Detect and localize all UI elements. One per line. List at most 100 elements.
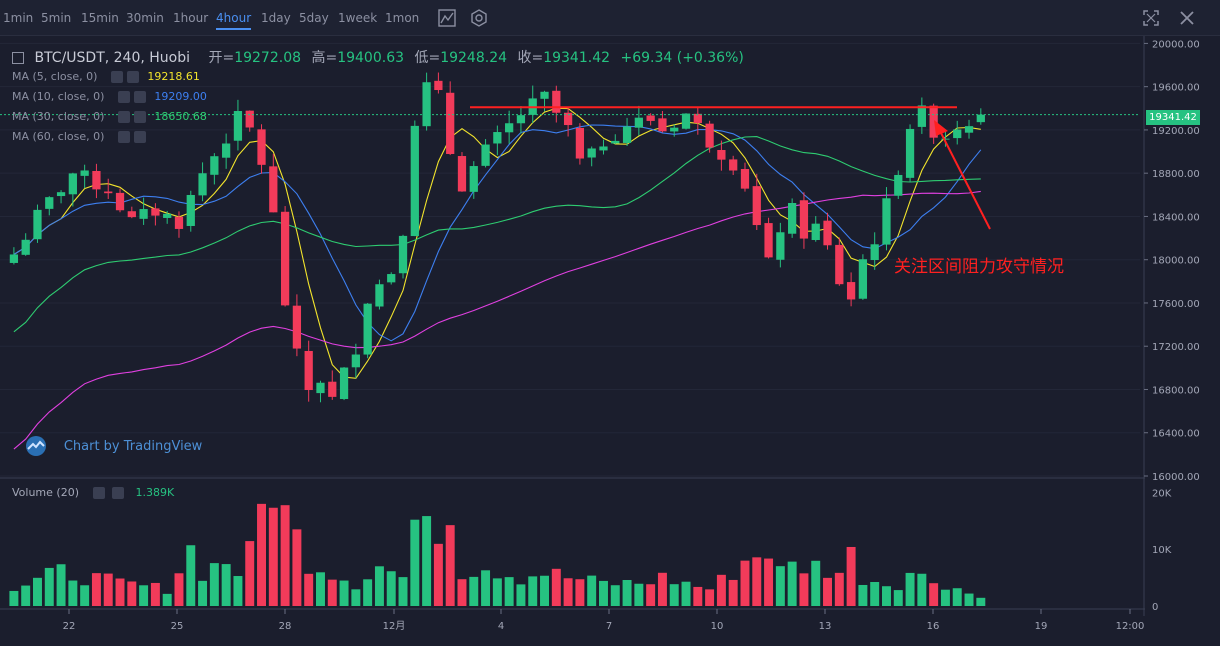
volume-bar: [823, 577, 833, 606]
volume-bar: [693, 586, 703, 606]
volume-bar: [445, 525, 455, 606]
tradingview-watermark[interactable]: Chart by TradingView: [22, 436, 202, 456]
indicator-value: 19218.61: [147, 70, 200, 83]
candle-body: [670, 127, 679, 132]
volume-bar: [115, 578, 125, 606]
chart-type-icon[interactable]: [437, 8, 457, 28]
close-icon[interactable]: [1177, 8, 1197, 28]
timeframe-1min[interactable]: 1min: [3, 11, 34, 25]
volume-bar: [91, 573, 101, 606]
volume-bar: [233, 576, 243, 606]
candle-body: [245, 110, 254, 128]
candle-body: [398, 235, 408, 274]
volume-bar: [245, 541, 255, 606]
timeframe-5day[interactable]: 5day: [299, 11, 329, 25]
indicator-close-icon[interactable]: [127, 71, 140, 83]
volume-settings-icon[interactable]: [92, 487, 105, 499]
timeframe-1day[interactable]: 1day: [261, 11, 291, 25]
volume-bar: [80, 585, 90, 606]
indicator-close-icon[interactable]: [134, 91, 147, 103]
y-tick-label: 18800.00: [1152, 169, 1200, 180]
candle-body: [563, 112, 573, 126]
volume-bar: [728, 579, 738, 606]
volume-bar: [610, 585, 620, 606]
candle-body: [811, 223, 820, 241]
ma-line-10: [13, 124, 982, 342]
volume-bar: [681, 581, 691, 606]
candle-body: [316, 382, 325, 394]
settings-icon[interactable]: [469, 8, 489, 28]
timeframe-1mon[interactable]: 1mon: [385, 11, 420, 25]
candle-body: [823, 220, 832, 246]
timeframe-30min[interactable]: 30min: [126, 11, 164, 25]
y-tick-label: 17600.00: [1152, 299, 1200, 310]
y-tick-label: 20000.00: [1152, 39, 1200, 50]
volume-bar: [905, 572, 915, 606]
candle-body: [115, 192, 125, 211]
price-chart[interactable]: 20000.00 19600.00 19200.00 18800.00 18400.00…: [0, 36, 1220, 646]
volume-bar: [881, 586, 891, 606]
volume-bar: [740, 560, 750, 606]
indicator-value: 18650.68: [154, 110, 207, 123]
timeframe-1week[interactable]: 1week: [338, 11, 378, 25]
indicator-value: 19209.00: [154, 90, 207, 103]
volume-bar: [209, 563, 219, 606]
watermark-text: Chart by TradingView: [63, 438, 203, 454]
indicator-settings-icon[interactable]: [118, 91, 131, 103]
volume-bar: [103, 573, 113, 606]
fullscreen-icon[interactable]: [1141, 8, 1161, 28]
candlestick-series: [9, 72, 985, 403]
open-value: 19272.08: [234, 50, 302, 66]
x-tick-label: 4: [498, 621, 504, 632]
volume-close-icon[interactable]: [112, 487, 124, 499]
candle-body: [92, 170, 101, 190]
annotation-arrow-head: [934, 120, 948, 136]
volume-bar: [139, 585, 149, 606]
candle-body: [717, 149, 726, 160]
candle-body: [752, 186, 761, 226]
candle-body: [846, 282, 856, 300]
volume-bar: [469, 576, 479, 606]
candle-body: [681, 113, 691, 129]
indicator-close-icon[interactable]: [134, 131, 147, 143]
indicator-settings-icon[interactable]: [118, 111, 131, 123]
indicator-label: MA (30, close, 0): [12, 110, 105, 123]
timeframe-4hour[interactable]: 4hour: [216, 11, 252, 30]
low-label: 低=: [414, 50, 441, 66]
candle-body: [882, 198, 891, 245]
candle-body: [622, 126, 632, 143]
volume-bar: [56, 564, 66, 606]
volume-bar: [174, 573, 184, 606]
candle-body: [764, 223, 773, 258]
timeframe-15min[interactable]: 15min: [81, 11, 119, 25]
indicator-close-icon[interactable]: [134, 111, 147, 123]
candle-body: [870, 244, 879, 261]
high-label: 高=: [311, 50, 338, 66]
y-tick-label: 19200.00: [1152, 126, 1200, 137]
volume-bar: [339, 580, 349, 606]
volume-bar: [716, 574, 726, 606]
volume-value: 1.389K: [135, 486, 175, 499]
timeframe-1hour[interactable]: 1hour: [173, 11, 209, 25]
candle-body: [269, 166, 278, 213]
volume-bar: [44, 567, 54, 606]
volume-bar: [834, 572, 844, 606]
candle-body: [705, 123, 714, 148]
timeframe-5min[interactable]: 5min: [41, 11, 72, 25]
annotation-text: 关注区间阻力攻守情况: [894, 257, 1064, 277]
volume-bar: [398, 577, 408, 606]
indicator-settings-icon[interactable]: [118, 131, 131, 143]
candle-body: [21, 239, 30, 255]
candle-body: [375, 284, 384, 307]
high-value: 19400.63: [337, 50, 405, 66]
volume-bar: [221, 564, 231, 606]
candle-body: [163, 213, 172, 218]
collapse-icon[interactable]: [12, 52, 24, 64]
volume-bar: [646, 584, 656, 606]
volume-bar: [21, 585, 31, 606]
volume-bar: [929, 583, 939, 606]
ma-line-60: [13, 190, 981, 450]
volume-bar: [540, 575, 550, 606]
indicator-settings-icon[interactable]: [111, 71, 124, 83]
candle-body: [729, 159, 738, 171]
